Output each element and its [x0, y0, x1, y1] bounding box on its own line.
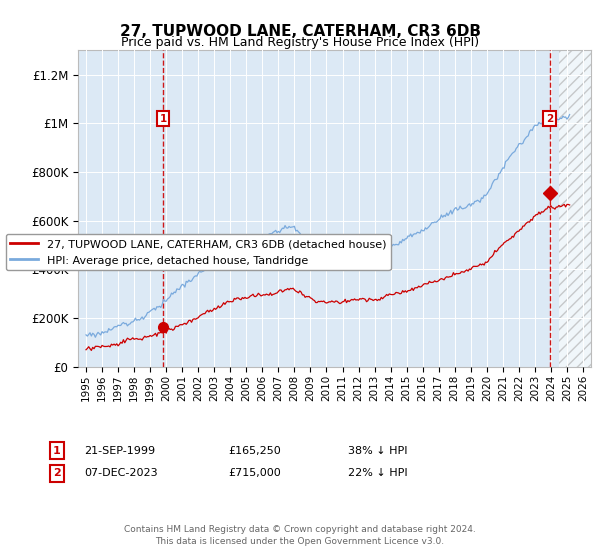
Text: £165,250: £165,250: [228, 446, 281, 456]
Text: 1: 1: [53, 446, 61, 456]
Text: Price paid vs. HM Land Registry's House Price Index (HPI): Price paid vs. HM Land Registry's House …: [121, 36, 479, 49]
Text: 1: 1: [160, 114, 167, 124]
Text: £715,000: £715,000: [228, 468, 281, 478]
Bar: [559, 50, 591, 367]
Legend: 27, TUPWOOD LANE, CATERHAM, CR3 6DB (detached house), HPI: Average price, detach: 27, TUPWOOD LANE, CATERHAM, CR3 6DB (det…: [5, 234, 391, 270]
Text: 27, TUPWOOD LANE, CATERHAM, CR3 6DB: 27, TUPWOOD LANE, CATERHAM, CR3 6DB: [119, 24, 481, 39]
Text: 38% ↓ HPI: 38% ↓ HPI: [348, 446, 407, 456]
Text: Contains HM Land Registry data © Crown copyright and database right 2024.
This d: Contains HM Land Registry data © Crown c…: [124, 525, 476, 546]
Text: 22% ↓ HPI: 22% ↓ HPI: [348, 468, 407, 478]
Text: 07-DEC-2023: 07-DEC-2023: [84, 468, 158, 478]
Text: 2: 2: [546, 114, 553, 124]
Text: 2: 2: [53, 468, 61, 478]
Text: 21-SEP-1999: 21-SEP-1999: [84, 446, 155, 456]
